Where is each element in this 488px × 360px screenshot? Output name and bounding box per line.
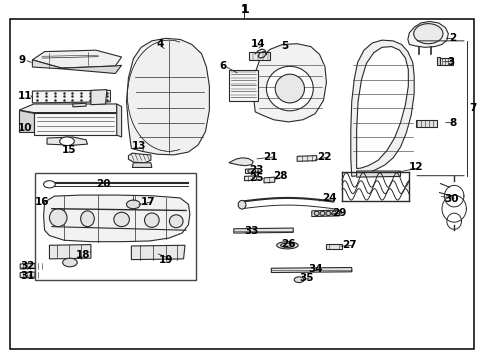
Polygon shape (350, 40, 413, 176)
Text: 4: 4 (157, 40, 164, 49)
Text: 13: 13 (131, 141, 145, 151)
Polygon shape (311, 210, 339, 217)
Polygon shape (128, 153, 151, 163)
Polygon shape (253, 44, 326, 122)
Ellipse shape (238, 201, 245, 209)
Polygon shape (32, 60, 61, 69)
Text: 35: 35 (299, 273, 313, 283)
Polygon shape (43, 195, 189, 242)
Text: 21: 21 (263, 152, 277, 162)
Polygon shape (117, 104, 122, 137)
Polygon shape (415, 120, 436, 127)
Polygon shape (73, 103, 86, 107)
Polygon shape (32, 90, 110, 103)
Ellipse shape (280, 243, 294, 247)
Text: 2: 2 (448, 33, 456, 43)
Text: 20: 20 (96, 179, 110, 189)
Text: 28: 28 (272, 171, 286, 181)
Polygon shape (126, 39, 209, 155)
Text: 26: 26 (281, 239, 295, 249)
Text: 34: 34 (307, 264, 322, 274)
Polygon shape (407, 22, 447, 47)
Ellipse shape (314, 211, 319, 216)
Polygon shape (271, 267, 351, 273)
Text: 6: 6 (219, 61, 226, 71)
Polygon shape (20, 272, 41, 278)
Polygon shape (264, 177, 274, 183)
Polygon shape (32, 50, 122, 68)
Text: 22: 22 (316, 152, 330, 162)
Polygon shape (438, 58, 452, 64)
Text: 8: 8 (448, 118, 456, 128)
Text: 23: 23 (249, 165, 264, 175)
Polygon shape (132, 163, 152, 167)
Text: 17: 17 (141, 197, 156, 207)
Polygon shape (19, 104, 117, 113)
Text: 14: 14 (250, 40, 264, 49)
Ellipse shape (276, 242, 298, 249)
Ellipse shape (294, 277, 304, 283)
Text: 12: 12 (407, 162, 422, 172)
Polygon shape (297, 156, 316, 161)
Text: 30: 30 (444, 194, 458, 204)
Ellipse shape (49, 209, 67, 226)
Text: 3: 3 (446, 57, 453, 67)
Text: 24: 24 (322, 193, 336, 203)
Polygon shape (34, 113, 117, 135)
Ellipse shape (114, 212, 129, 226)
Polygon shape (249, 51, 269, 60)
Text: 1: 1 (240, 3, 248, 16)
Polygon shape (436, 57, 439, 65)
Ellipse shape (126, 200, 140, 209)
Ellipse shape (60, 137, 74, 145)
Polygon shape (19, 110, 34, 132)
Ellipse shape (62, 258, 77, 267)
Text: 18: 18 (76, 250, 91, 260)
Polygon shape (245, 168, 258, 174)
Polygon shape (356, 171, 400, 177)
Text: 29: 29 (331, 208, 346, 218)
Text: 27: 27 (341, 240, 356, 250)
Polygon shape (49, 244, 91, 259)
Polygon shape (61, 65, 122, 73)
Text: 11: 11 (18, 91, 33, 101)
Ellipse shape (331, 211, 336, 216)
Ellipse shape (43, 181, 55, 188)
Text: 7: 7 (468, 103, 475, 113)
Text: 33: 33 (244, 226, 259, 236)
Ellipse shape (144, 213, 159, 227)
Ellipse shape (169, 215, 183, 228)
Text: 31: 31 (20, 271, 35, 281)
Ellipse shape (320, 211, 325, 216)
Polygon shape (244, 176, 256, 181)
Polygon shape (47, 137, 87, 145)
Text: 25: 25 (249, 173, 264, 183)
Polygon shape (233, 228, 293, 233)
Ellipse shape (275, 74, 304, 103)
Text: 10: 10 (18, 123, 33, 133)
Text: 15: 15 (61, 144, 76, 154)
Polygon shape (228, 69, 258, 101)
Polygon shape (20, 263, 42, 269)
Text: 19: 19 (159, 255, 173, 265)
Ellipse shape (81, 211, 94, 226)
Text: 16: 16 (35, 197, 49, 207)
Polygon shape (228, 158, 253, 166)
Polygon shape (326, 244, 341, 249)
Ellipse shape (247, 169, 255, 173)
Polygon shape (131, 245, 184, 260)
Polygon shape (91, 90, 107, 105)
Text: 1: 1 (241, 5, 247, 15)
Polygon shape (35, 173, 195, 280)
Text: 32: 32 (20, 261, 35, 271)
Polygon shape (10, 19, 473, 348)
Ellipse shape (325, 211, 330, 216)
Text: 5: 5 (280, 41, 287, 51)
Polygon shape (356, 46, 407, 168)
Ellipse shape (266, 66, 313, 111)
Text: 9: 9 (18, 55, 25, 65)
Ellipse shape (413, 24, 442, 44)
